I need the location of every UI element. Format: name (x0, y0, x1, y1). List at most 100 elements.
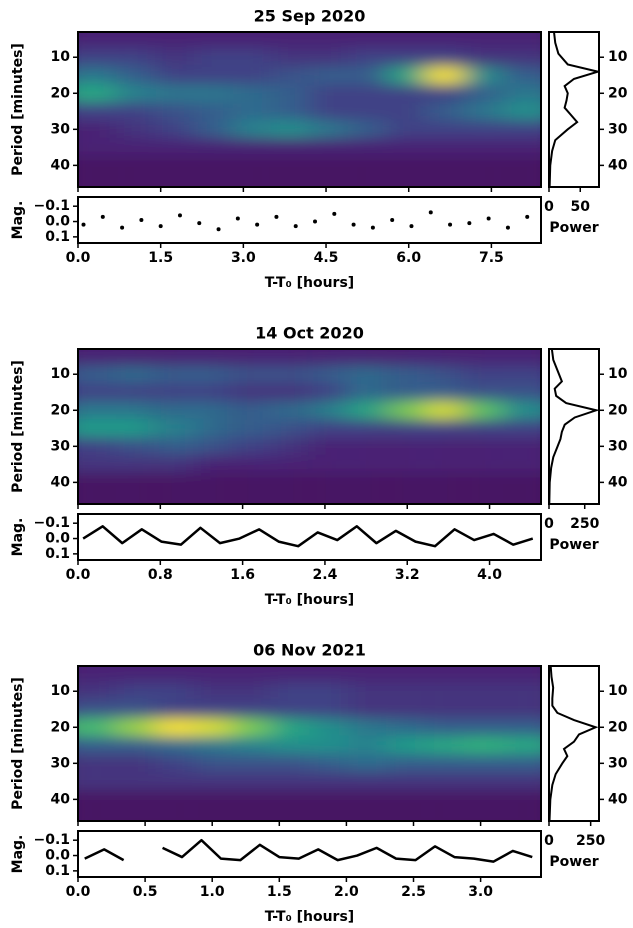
heatmap-cell (155, 419, 194, 438)
y-tick-label: 20 (608, 402, 628, 418)
light-curve (82, 525, 534, 548)
x-tick-label: 2.4 (313, 567, 338, 583)
axes-frame (548, 665, 600, 822)
heatmap-cell (231, 772, 271, 791)
heatmap-cell (502, 84, 541, 103)
heatmap-cell (194, 718, 234, 737)
heatmap-cell (116, 754, 156, 773)
x-tick-label: 1.5 (267, 884, 292, 900)
heatmap-cell (464, 419, 503, 438)
heatmap-cell (348, 401, 387, 420)
heatmap-cell (309, 772, 349, 791)
point (81, 222, 86, 227)
heatmap-cell (78, 349, 117, 366)
heatmap-cell (309, 174, 349, 187)
heatmap-cell (155, 682, 195, 701)
heatmap-cell (309, 682, 349, 701)
heatmap-cell (424, 666, 464, 683)
heatmap-cell (232, 419, 271, 438)
heatmap-cell (348, 84, 387, 103)
heatmap-cell (155, 790, 195, 809)
heatmap-cell (309, 754, 349, 773)
heatmap-cell (116, 84, 156, 103)
heatmap-cell (502, 455, 541, 474)
heatmap-cell (348, 365, 387, 384)
heatmap-cell (116, 349, 155, 366)
heatmap-cell (270, 419, 309, 438)
point (332, 211, 337, 216)
heatmap-cell (502, 437, 541, 456)
heatmap-cell (309, 84, 349, 103)
heatmap-cell (502, 736, 541, 755)
x-tick-label: 4.0 (477, 567, 502, 583)
heatmap-cell (232, 473, 271, 492)
y-tick-label: 10 (608, 683, 628, 699)
heatmap-cell (385, 808, 425, 821)
heatmap-cell (463, 700, 503, 719)
heatmap-cell (385, 754, 425, 773)
heatmap-cell (425, 66, 464, 85)
heatmap-cell (193, 437, 232, 456)
heatmap-cell (424, 718, 464, 737)
heatmap-cell (193, 365, 232, 384)
heatmap-cell (463, 102, 503, 121)
heatmap-cell (502, 349, 541, 366)
y-axis-label: Period [minutes] (10, 43, 26, 176)
heatmap-cell (78, 120, 117, 139)
x-tick-label: 0.0 (66, 567, 91, 583)
heatmap-cell (116, 66, 156, 85)
heatmap-cell (386, 48, 426, 67)
heatmap-cell (348, 473, 387, 492)
heatmap-cell (270, 736, 310, 755)
x-axis-label: Power (549, 220, 598, 236)
heatmap-cell (231, 754, 271, 773)
heatmap-cell (78, 437, 117, 456)
heatmap-cell (78, 419, 117, 438)
heatmap-cell (193, 48, 233, 67)
y-tick-label: 30 (51, 438, 71, 454)
heatmap-cell (270, 754, 310, 773)
heatmap-cell (116, 718, 156, 737)
y-tick-label: −0.1 (33, 515, 70, 531)
heatmap-cell (78, 32, 117, 49)
heatmap-cell (232, 437, 271, 456)
x-tick-label: 250 (576, 833, 605, 849)
heatmap-cell (270, 437, 309, 456)
heatmap-cell (386, 84, 426, 103)
heatmap-cell (155, 66, 194, 85)
point (370, 225, 375, 230)
y-tick-label: 10 (51, 49, 71, 65)
heatmap-cell (231, 682, 271, 701)
y-axis-label: Period [minutes] (10, 360, 26, 493)
heatmap-cell (155, 102, 194, 121)
heatmap-cell (232, 102, 271, 121)
point (293, 224, 298, 229)
heatmap-cell (425, 156, 464, 175)
heatmap-cell (78, 102, 117, 121)
heatmap-cell (193, 349, 232, 366)
heatmap-cell (116, 682, 156, 701)
heatmap-cell (194, 666, 234, 683)
heatmap-cell (502, 790, 541, 809)
heatmap-cell (424, 754, 464, 773)
heatmap-cell (231, 736, 271, 755)
heatmap-cell (425, 365, 464, 384)
heatmap-cell (425, 102, 464, 121)
point (100, 214, 105, 219)
chart-title: 06 Nov 2021 (253, 641, 366, 660)
heatmap-cell (270, 473, 309, 492)
y-tick-label: 20 (51, 402, 71, 418)
heatmap-cell (348, 120, 387, 139)
y-axis-label: Period [minutes] (10, 677, 26, 810)
heatmap-cell (309, 790, 349, 809)
point (351, 222, 356, 227)
heatmap-cell (116, 736, 156, 755)
heatmap-cell (502, 473, 541, 492)
heatmap-cell (309, 102, 349, 121)
x-tick-label: 250 (570, 516, 599, 532)
heatmap-cell (232, 383, 271, 402)
heatmap-cell (78, 365, 117, 384)
heatmap-cell (425, 138, 464, 157)
heatmap-cell (464, 401, 503, 420)
y-tick-label: 0.0 (45, 848, 70, 864)
